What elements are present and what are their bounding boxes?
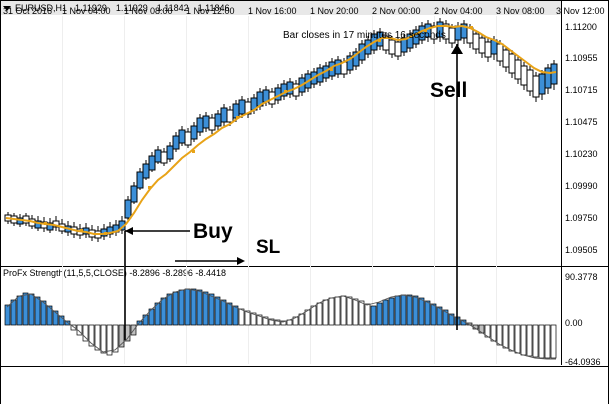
price-tick-7: 1.09505: [565, 245, 598, 255]
sell-label: Sell: [430, 79, 468, 102]
bar-timer-label: Bar closes in 17 minutes 16 seconds: [283, 30, 446, 41]
price-tick-5: 1.09990: [565, 181, 598, 191]
quote-low: 1.11842: [156, 3, 189, 13]
buy-label: Buy: [193, 220, 233, 243]
price-tick-3: 1.10475: [565, 117, 598, 127]
time-tick-6: 2 Nov 00:00: [372, 6, 421, 16]
time-tick-2: 1 Nov 08:00: [124, 6, 173, 16]
price-tick-1: 1.10955: [565, 53, 598, 63]
time-tick-4: 1 Nov 16:00: [248, 6, 297, 16]
time-axis-pane: [1, 366, 608, 404]
price-axis-separator: [561, 1, 562, 365]
price-tick-4: 1.10230: [565, 149, 598, 159]
triangle-down-icon[interactable]: [3, 5, 11, 11]
indicator-tick-1: 0.00: [565, 318, 583, 328]
time-tick-0: 31 Oct 2016: [3, 6, 53, 16]
time-tick-3: 1 Nov 12:00: [186, 6, 235, 16]
time-tick-8: 3 Nov 08:00: [496, 6, 545, 16]
price-tick-6: 1.09750: [565, 213, 598, 223]
quote-close: 1.11846: [197, 3, 230, 13]
time-tick-9: 3 Nov 12:00: [556, 6, 605, 16]
indicator-pane: [1, 266, 608, 366]
indicator-tick-0: 90.3778: [565, 272, 598, 282]
chart-titlebar[interactable]: EURUSD,H1 1.11929 1.11929 1.11842 1.1184…: [1, 1, 561, 15]
indicator-title: ProFx Strength(11,5,5,CLOSE) -8.2896 -8.…: [3, 268, 226, 278]
time-tick-5: 1 Nov 20:00: [310, 6, 359, 16]
symbol-label: EURUSD,H1: [15, 3, 68, 13]
price-tick-0: 1.11200: [565, 22, 597, 32]
quote-high: 1.11929: [115, 3, 148, 13]
quote-bid: 1.11929: [75, 3, 107, 13]
price-tick-2: 1.10715: [565, 85, 598, 95]
indicator-tick-2: -64.0936: [565, 357, 601, 367]
time-tick-1: 1 Nov 04:00: [62, 6, 111, 16]
sl-label: SL: [256, 237, 281, 258]
time-tick-7: 2 Nov 04:00: [434, 6, 483, 16]
